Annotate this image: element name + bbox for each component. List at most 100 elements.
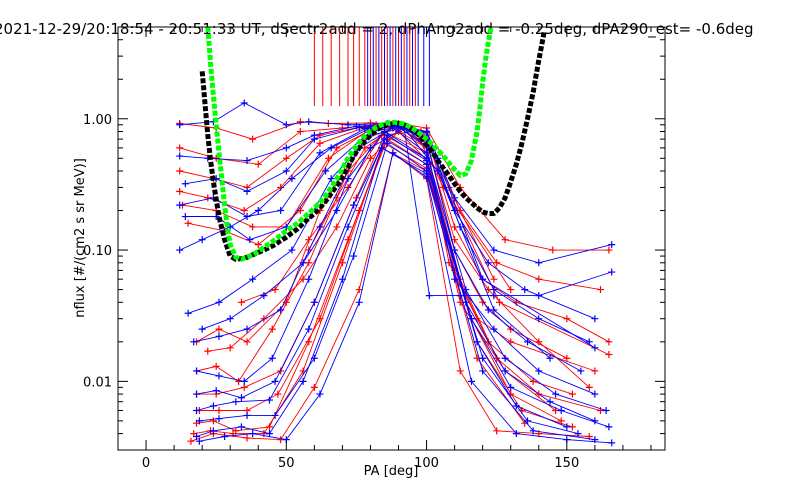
blue-data-point [322,167,330,175]
blue-data-point [243,325,251,333]
blue-data-point [268,354,276,362]
red-data-point [605,246,613,254]
blue-data-point [254,207,262,215]
blue-data-point [490,246,498,254]
blue-data-point [282,144,290,152]
blue-data-point [316,149,324,157]
red-data-point [187,437,195,445]
red-data-point [296,127,304,135]
x-tick-label: 150 [554,456,579,471]
blue-data-point [176,201,184,209]
blue-data-point [181,180,189,188]
green-fit-curve [205,27,494,262]
blue-data-point [288,175,296,183]
blue-data-point [282,167,290,175]
red-data-point [254,241,262,249]
red-data-point [568,390,576,398]
blue-data-point [507,383,515,391]
blue-data-point [338,275,346,283]
x-tick-label: 100 [414,456,439,471]
red-data-point [605,351,613,359]
blue-data-point [602,406,610,414]
red-data-point [535,275,543,283]
plot-area [176,27,616,447]
blue-data-point [479,354,487,362]
y-axis-label: nflux [#/(cm2 s sr MeV)] [73,158,88,318]
red-data-point [338,259,346,267]
blue-data-point [212,387,220,395]
blue-data-point [246,236,254,244]
blue-data-point [366,144,374,152]
black-fit-curve [199,30,547,262]
red-data-point [237,298,245,306]
red-series-line [182,126,596,372]
red-data-point [249,135,257,143]
chart-title: 2021-12-29/20:18:54 - 20:51:33 UT, dSect… [0,20,754,39]
blue-data-point [605,423,613,431]
blue-data-point [546,354,554,362]
blue-data-point [277,306,285,314]
blue-data-point [265,396,273,404]
plot-frame [117,26,666,451]
blue-data-point [176,152,184,160]
red-data-point [507,338,515,346]
blue-data-point [389,149,397,157]
blue-series-line [187,127,612,314]
blue-data-point [577,367,585,375]
red-data-point [493,259,501,267]
y-tick-label: 0.01 [83,375,112,390]
blue-data-point [190,338,198,346]
blue-data-point [591,390,599,398]
blue-data-point [249,275,257,283]
blue-data-point [524,338,532,346]
blue-data-point [490,292,498,300]
blue-data-point [355,123,363,131]
red-data-point [507,325,515,333]
blue-data-point [425,292,433,300]
blue-data-point [490,325,498,333]
red-data-point [591,367,599,375]
blue-series-line [185,124,590,343]
red-data-point [249,223,257,231]
blue-data-point [484,259,492,267]
red-data-point [176,187,184,195]
red-data-point [585,383,593,391]
red-data-point [184,219,192,227]
red-data-point [215,325,223,333]
blue-data-point [176,121,184,129]
blue-data-point [608,241,616,249]
red-data-point [535,338,543,346]
red-data-point [240,383,248,391]
red-data-point [563,354,571,362]
red-series-line [196,130,601,411]
blue-data-point [546,398,554,406]
blue-series-line [185,126,596,395]
blue-data-point [240,377,248,385]
red-series-line [207,130,610,356]
blue-series-line [193,127,607,411]
red-data-point [305,338,313,346]
red-data-point [549,246,557,254]
red-data-point [305,236,313,244]
blue-data-point [378,144,386,152]
blue-data-point [299,377,307,385]
blue-data-point [344,175,352,183]
blue-data-point [512,430,520,438]
blue-data-point [265,430,273,438]
blue-data-point [423,160,431,168]
blue-data-point [232,398,240,406]
x-tick-label: 50 [278,456,295,471]
blue-data-point [282,121,290,129]
blue-series-line [179,102,612,264]
blue-data-point [355,298,363,306]
blue-data-point [198,236,206,244]
axes: 0 50 100 150 0.01 0.10 1.00 [83,26,666,471]
blue-data-point [237,394,245,402]
red-data-point [501,236,509,244]
red-data-point [176,167,184,175]
blue-data-point [535,292,543,300]
blue-data-point [608,268,616,276]
x-tick-label: 0 [142,456,150,471]
blue-data-point [501,354,509,362]
blue-data-point [327,175,335,183]
